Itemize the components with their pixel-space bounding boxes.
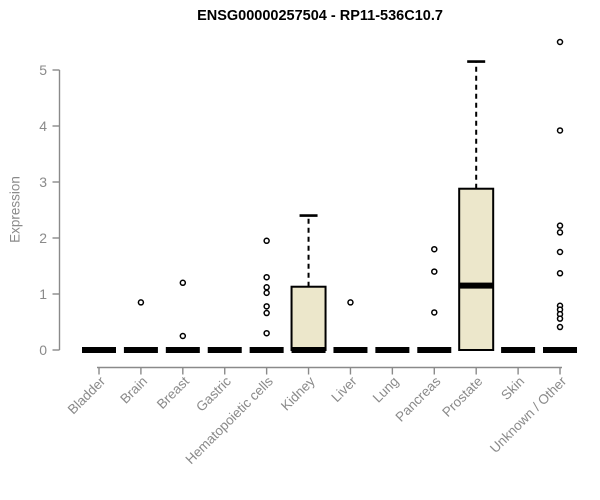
outlier-point	[179, 279, 187, 287]
outlier-point	[137, 299, 145, 306]
outlier-point	[179, 332, 187, 340]
x-tick-label: Lung	[370, 374, 402, 406]
outlier-point	[556, 222, 564, 229]
median-line	[459, 282, 494, 289]
zero-median-bar	[165, 347, 200, 353]
y-tick-label: 3	[39, 174, 47, 190]
y-tick-label: 2	[39, 230, 47, 246]
x-tick-label: Kidney	[278, 373, 318, 413]
outlier-point	[556, 127, 564, 134]
zero-median-bar	[207, 347, 242, 353]
x-tick-label: Prostate	[439, 374, 485, 420]
zero-median-bar	[417, 347, 452, 353]
y-tick-label: 4	[39, 118, 47, 134]
outlier-point	[556, 270, 564, 277]
outlier-point	[556, 315, 564, 322]
chart-title: ENSG00000257504 - RP11-536C10.7	[197, 8, 443, 24]
zero-median-bar	[543, 347, 578, 353]
outlier-point	[556, 229, 564, 236]
outlier-point	[431, 245, 438, 253]
box	[458, 187, 495, 351]
outlier-point	[263, 289, 270, 297]
outlier-point	[347, 299, 354, 306]
outlier-point	[556, 323, 564, 331]
outlier-point	[263, 303, 270, 310]
median-line	[291, 347, 326, 353]
x-tick-label: Gastric	[193, 373, 234, 414]
outlier-point	[263, 309, 270, 317]
x-tick-label: Unknown / Other	[487, 373, 570, 456]
y-tick-label: 1	[39, 286, 47, 302]
x-tick-label: Bladder	[65, 373, 109, 417]
x-tick-label: Breast	[154, 373, 192, 411]
x-tick-label: Brain	[117, 374, 150, 407]
outlier-point	[263, 273, 270, 281]
outlier-point	[431, 268, 438, 275]
zero-median-bar	[123, 347, 158, 353]
outlier-point	[263, 329, 270, 337]
outlier-point	[263, 237, 270, 245]
outlier-point	[431, 309, 438, 316]
zero-median-bar	[249, 347, 284, 353]
zero-median-bar	[501, 347, 536, 353]
y-tick-label: 0	[39, 342, 47, 358]
zero-median-bar	[82, 347, 116, 353]
outlier-point	[556, 248, 564, 256]
x-tick-label: Liver	[328, 373, 360, 405]
zero-median-bar	[375, 347, 410, 353]
x-tick-label: Skin	[498, 374, 527, 403]
box	[290, 285, 327, 351]
zero-median-bar	[333, 347, 368, 353]
outlier-point	[556, 38, 564, 46]
x-tick-label: Pancreas	[393, 373, 444, 424]
outlier-point	[263, 284, 270, 291]
y-tick-label: 5	[39, 62, 47, 78]
